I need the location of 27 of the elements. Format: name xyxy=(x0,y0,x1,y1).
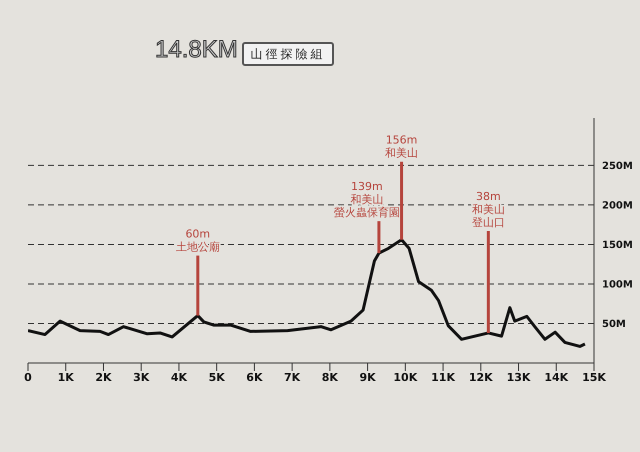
x-tick-label: 4K xyxy=(170,370,188,384)
y-tick-label: 150M xyxy=(602,240,633,251)
chart-title: 14.8KM xyxy=(155,36,238,64)
x-tick-label: 15K xyxy=(582,370,606,384)
x-tick-label: 1K xyxy=(58,370,74,384)
annotation: 156m 和美山 xyxy=(385,134,418,160)
x-tick-label: 2K xyxy=(95,370,112,384)
annotation: 38m 和美山登山口 xyxy=(472,190,505,229)
x-tick-label: 9K xyxy=(360,370,376,384)
line-series xyxy=(28,238,586,348)
x-tick-label: 7K xyxy=(284,370,301,384)
x-tick-label: 12K xyxy=(468,370,494,384)
y-tick-label: 250M xyxy=(602,160,633,172)
chart-subtitle: 山徑探險組 xyxy=(242,42,334,66)
x-tick-label: 11K xyxy=(431,370,456,384)
x-tick-label: 5K xyxy=(208,370,226,384)
y-tick-label: 50M xyxy=(602,319,626,330)
x-tick-label: 10K xyxy=(393,370,418,384)
y-tick-label: 100M xyxy=(602,280,633,291)
y-tick-label: 200M xyxy=(602,200,633,212)
x-tick-label: 3K xyxy=(133,370,150,384)
annotation: 139m 和美山螢火蟲保育園 xyxy=(334,180,400,220)
x-tick-label: 14K xyxy=(544,370,569,384)
x-tick-label: 0 xyxy=(24,370,32,384)
x-tick-label: 6K xyxy=(246,370,263,384)
x-tick-label: 13K xyxy=(506,370,531,384)
x-tick-label: 8K xyxy=(322,370,338,384)
